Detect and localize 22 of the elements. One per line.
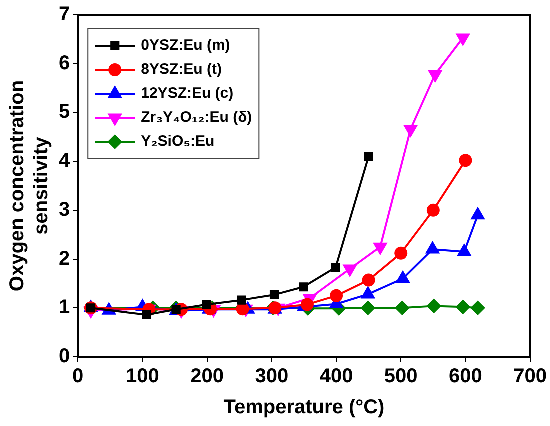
y-axis-title: Oxygen concentration sensitivity xyxy=(6,80,53,292)
x-tick-label: 300 xyxy=(255,366,289,388)
x-tick-label: 200 xyxy=(190,366,224,388)
legend-label: Y₂SiO₅:Eu xyxy=(141,133,215,150)
y-tick-label: 0 xyxy=(59,346,70,368)
y-tick-label: 5 xyxy=(59,101,70,124)
y-tick-label: 7 xyxy=(59,4,70,26)
y-tick-label: 2 xyxy=(59,248,70,270)
y-tick-label: 6 xyxy=(59,52,70,74)
x-tick-label: 400 xyxy=(320,366,354,388)
legend-label: Zr₃Y₄O₁₂:Eu (δ) xyxy=(141,109,252,126)
legend-label: 8YSZ:Eu (t) xyxy=(141,61,222,78)
y-tick-label: 4 xyxy=(59,150,71,172)
y-tick-label: 3 xyxy=(59,198,70,221)
y-tick-label: 1 xyxy=(59,296,70,319)
legend-label: 0YSZ:Eu (m) xyxy=(141,37,230,54)
x-axis-title: Temperature (°C) xyxy=(224,396,385,419)
x-tick-label: 600 xyxy=(449,366,482,388)
x-tick-label: 100 xyxy=(126,366,160,388)
x-tick-label: 700 xyxy=(514,366,548,388)
x-tick-label: 500 xyxy=(384,366,418,388)
legend-label: 12YSZ:Eu (c) xyxy=(141,85,234,102)
